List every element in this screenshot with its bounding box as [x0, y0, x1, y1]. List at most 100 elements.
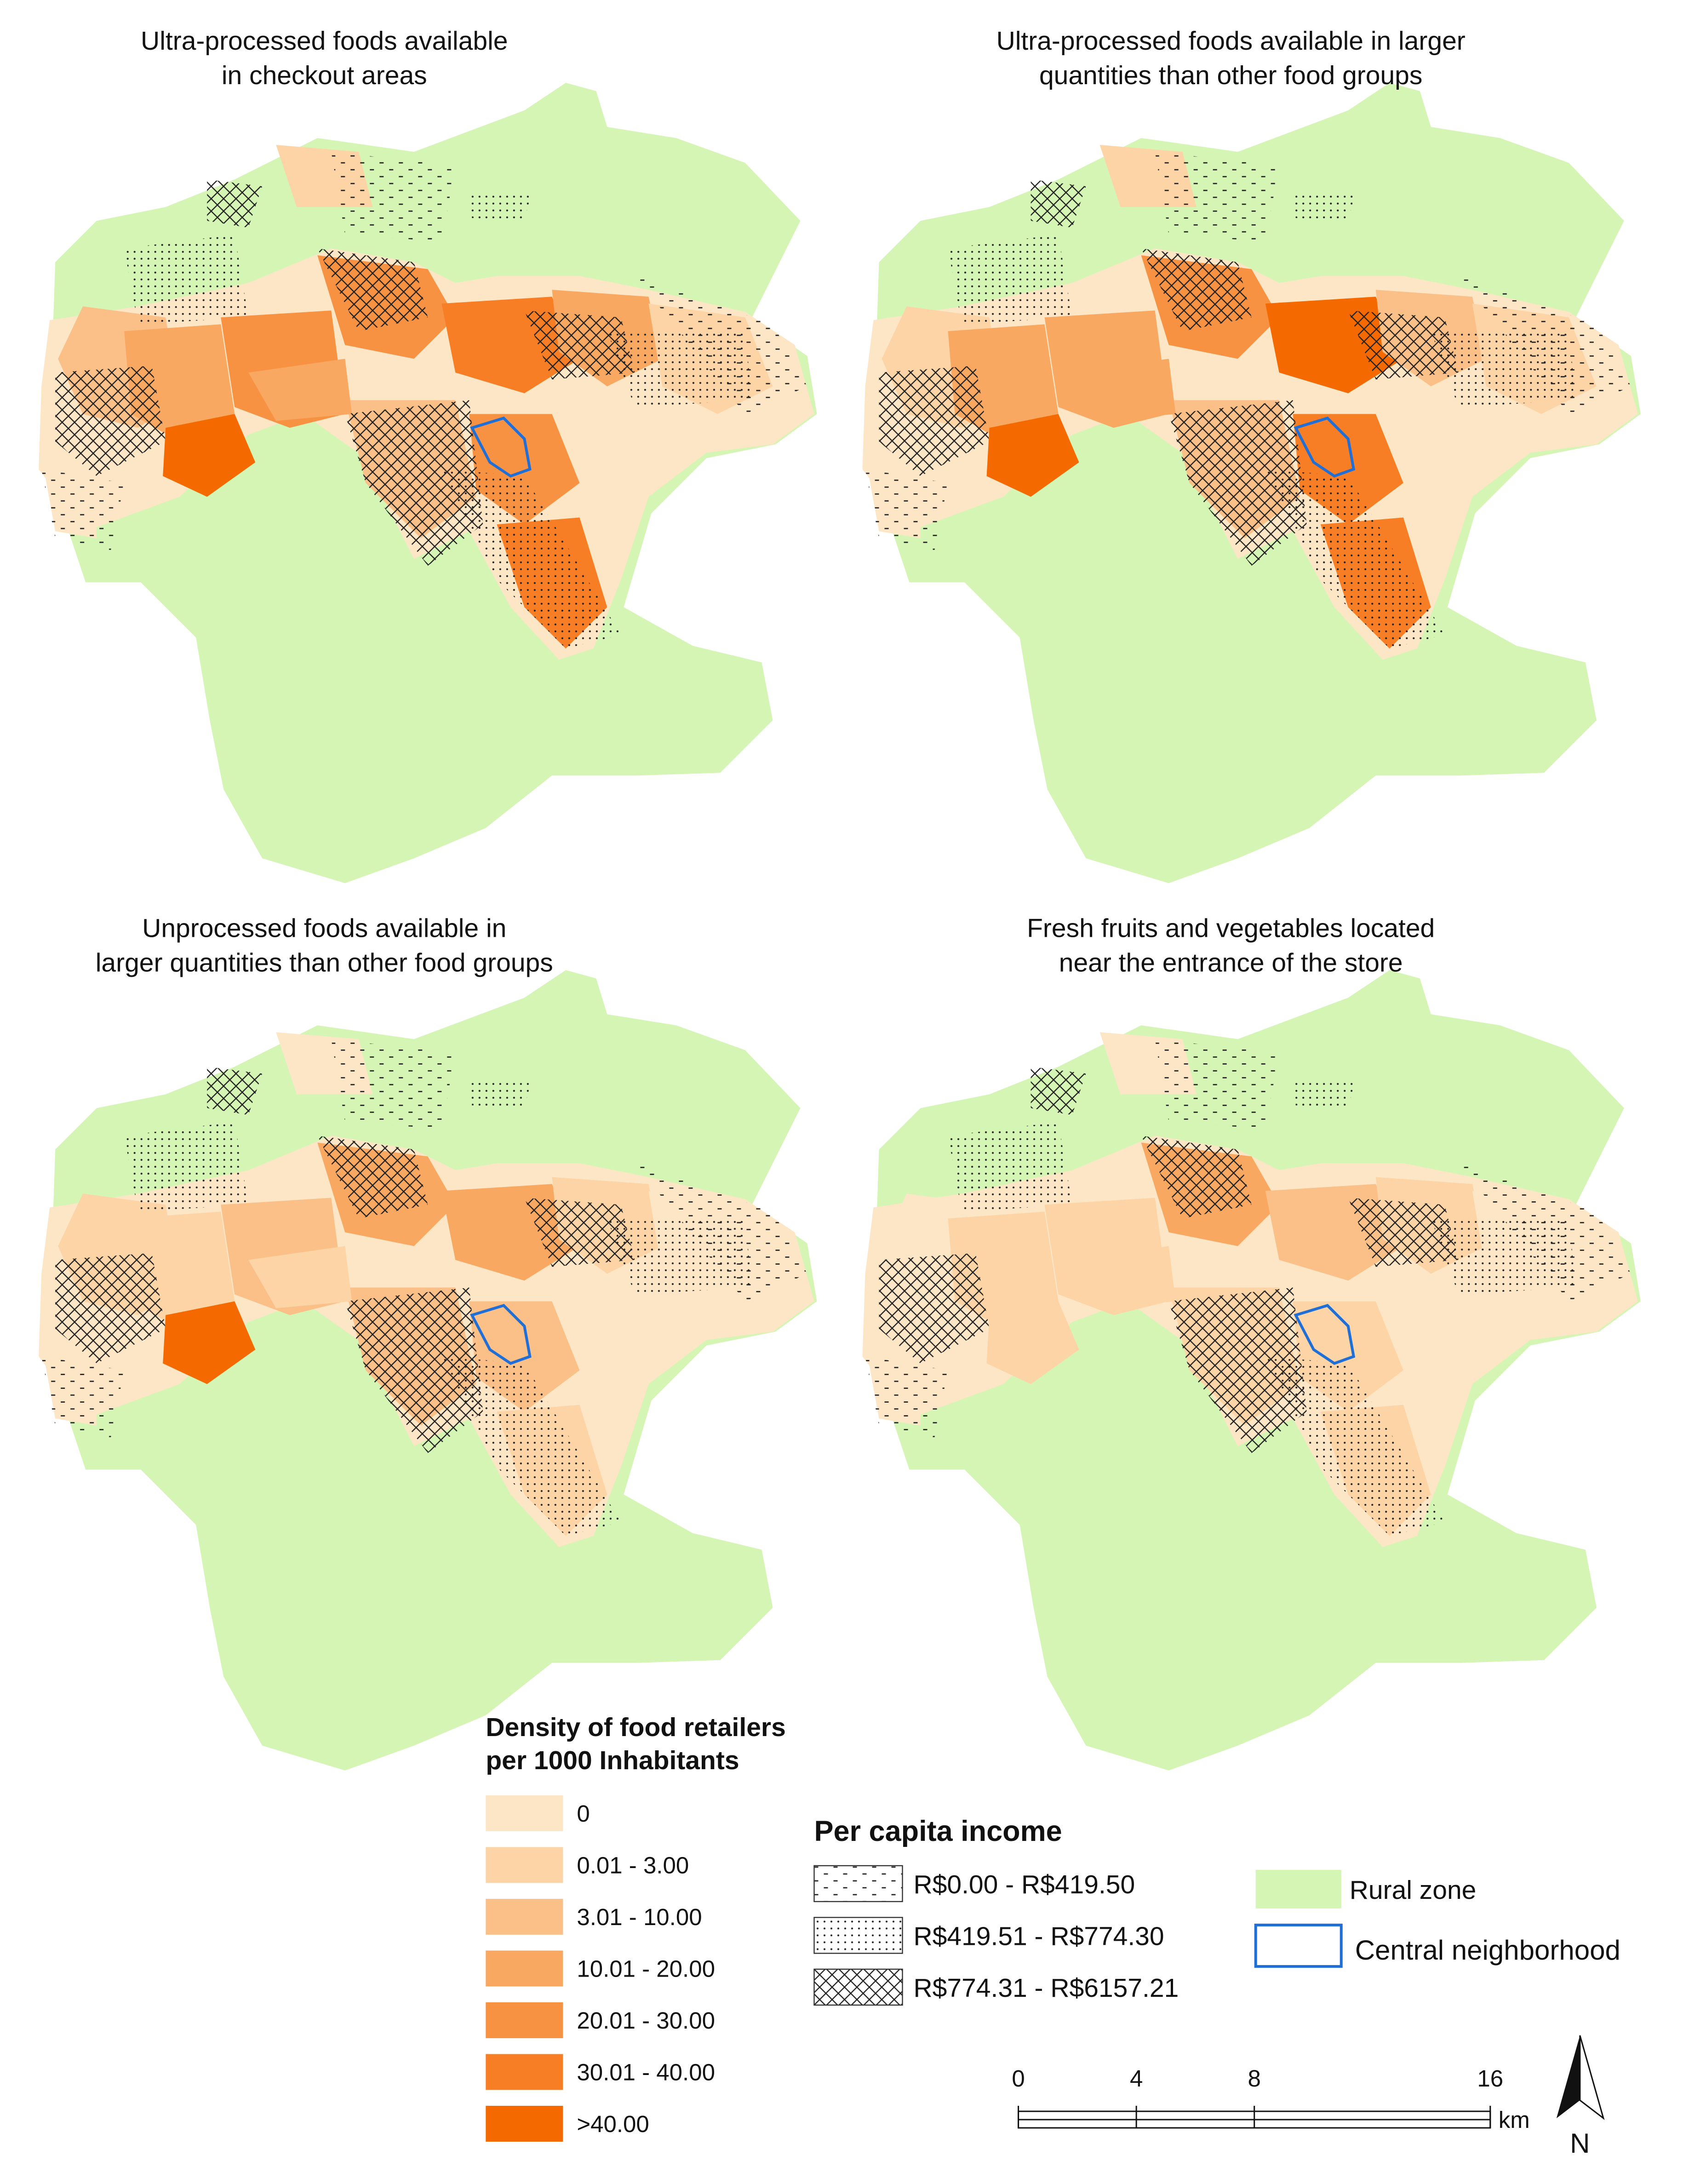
income-area — [469, 1080, 532, 1108]
legend-label: 10.01 - 20.00 — [577, 1955, 715, 1982]
income-area — [345, 1287, 483, 1453]
central-neighborhood-outline — [1294, 416, 1356, 478]
legend-label: R$774.31 - R$6157.21 — [914, 1973, 1179, 2003]
income-area — [1141, 1135, 1252, 1219]
legend-label: 3.01 - 10.00 — [577, 1904, 702, 1930]
panel-title: quantities than other food groups — [1039, 61, 1422, 90]
income-area — [331, 152, 456, 242]
legend-swatch — [486, 1795, 563, 1831]
central-neighborhood-outline — [470, 416, 532, 478]
legend-swatch — [486, 1847, 563, 1883]
income-area — [635, 1163, 807, 1301]
panel-title: Unprocessed foods available in — [142, 913, 506, 943]
income-area — [524, 310, 635, 380]
income-area — [1348, 1198, 1459, 1267]
income-area — [41, 469, 125, 552]
income-area — [1265, 1356, 1445, 1536]
central-neighborhood-outline — [470, 1304, 532, 1365]
income-area — [1031, 179, 1086, 228]
income-area — [441, 1356, 621, 1536]
income-area — [1168, 400, 1307, 566]
income-area — [865, 1356, 948, 1439]
legend-swatch — [813, 1917, 903, 1954]
legend-label: 20.01 - 30.00 — [577, 2007, 715, 2034]
scale-label: 16 — [1477, 2065, 1503, 2092]
north-arrow — [1579, 2035, 1605, 2120]
legend-label: 0.01 - 3.00 — [577, 1852, 689, 1878]
income-area — [948, 235, 1072, 325]
density-area — [1072, 359, 1176, 421]
density-area — [986, 1301, 1079, 1384]
legend-label: Rural zone — [1350, 1875, 1477, 1905]
legend-title: Per capita income — [814, 1815, 1062, 1847]
income-area — [55, 366, 166, 476]
income-area — [879, 366, 990, 476]
income-area — [41, 1356, 125, 1439]
density-area — [163, 414, 256, 497]
income-area — [1155, 1039, 1279, 1129]
map-panel: Fresh fruits and vegetables located near … — [862, 913, 1641, 1771]
legend-label: Central neighborhood — [1355, 1935, 1620, 1966]
income-area — [1293, 193, 1355, 221]
legend-swatch — [486, 2105, 563, 2142]
legend-title: Density of food retailers — [486, 1713, 785, 1742]
legend-swatch — [813, 1865, 903, 1903]
income-area — [317, 248, 428, 332]
panel-title: in checkout areas — [222, 61, 427, 90]
north-arrow — [1556, 2035, 1580, 2118]
scale-label: 0 — [1012, 2065, 1025, 2092]
legend-label: R$0.00 - R$419.50 — [914, 1870, 1135, 1899]
legend-swatch — [486, 2054, 563, 2090]
income-area — [207, 1066, 263, 1115]
legend-swatch — [1255, 1869, 1341, 1909]
income-area — [1348, 310, 1459, 380]
income-area — [635, 276, 807, 414]
income-area — [469, 193, 532, 221]
panel-title: Ultra-processed foods available — [141, 26, 508, 56]
income-area — [1168, 1287, 1307, 1453]
map-panel: Unprocessed foods available in larger qua… — [39, 913, 817, 1771]
legend-label: 30.01 - 40.00 — [577, 2059, 715, 2085]
income-area — [1458, 276, 1631, 414]
income-area — [524, 1198, 635, 1267]
income-area — [865, 469, 948, 552]
north-label: N — [1570, 2128, 1590, 2159]
income-area — [1031, 1066, 1086, 1115]
income-area — [55, 1253, 166, 1364]
scale-label: 8 — [1248, 2065, 1261, 2092]
income-area — [1293, 1080, 1355, 1108]
scale-label: 4 — [1130, 2065, 1143, 2092]
income-area — [345, 400, 483, 566]
income-area — [1155, 152, 1279, 242]
legend-label: >40.00 — [577, 2111, 649, 2137]
legend-swatch — [813, 1968, 903, 2006]
income-area — [1141, 248, 1252, 332]
central-neighborhood-outline — [1294, 1304, 1356, 1365]
legend-title: per 1000 Inhabitants — [486, 1746, 739, 1775]
density-area — [986, 414, 1079, 497]
legend-swatch — [486, 2002, 563, 2038]
income-area — [1458, 1163, 1631, 1301]
panel-title: Ultra-processed foods available in large… — [996, 26, 1466, 56]
density-area — [248, 359, 352, 421]
panel-title: Fresh fruits and vegetables located — [1027, 913, 1435, 943]
legend-swatch — [486, 1950, 563, 1987]
income-area — [441, 469, 621, 649]
income-area — [124, 235, 249, 325]
panel-title: near the entrance of the store — [1059, 948, 1403, 977]
density-area — [1072, 1246, 1176, 1308]
density-area — [248, 1246, 352, 1308]
legend-label: 0 — [577, 1800, 590, 1827]
legend-label: R$419.51 - R$774.30 — [914, 1921, 1164, 1951]
density-area — [163, 1301, 256, 1384]
income-area — [207, 179, 263, 228]
income-area — [317, 1135, 428, 1219]
income-area — [948, 1122, 1072, 1212]
income-area — [1265, 469, 1445, 649]
legend-swatch — [1254, 1923, 1343, 1968]
income-area — [879, 1253, 990, 1364]
panel-title: larger quantities than other food groups — [96, 948, 553, 977]
map-panel: Ultra-processed foods available in checko… — [39, 26, 817, 883]
income-area — [331, 1039, 456, 1129]
